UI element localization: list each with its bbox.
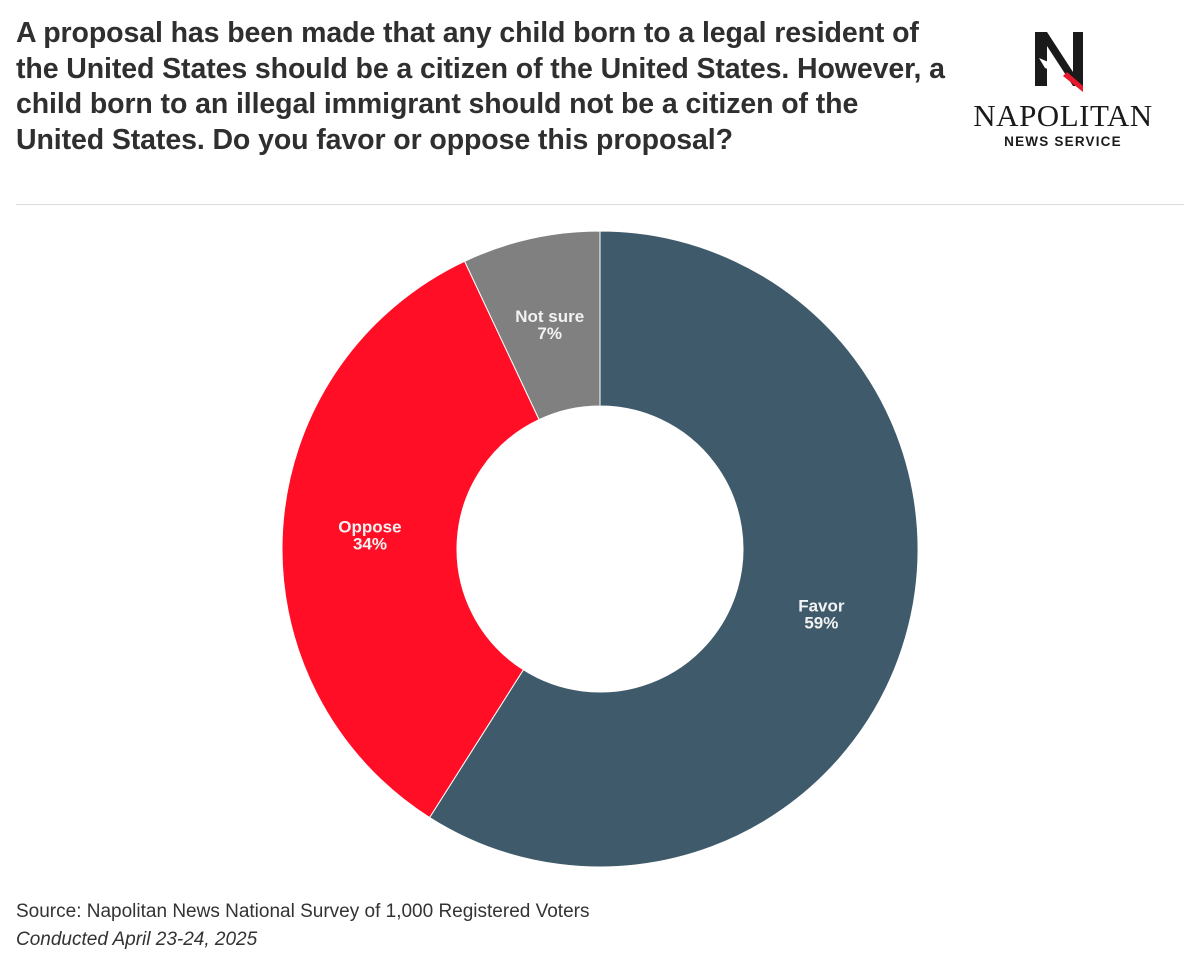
logo-name: NAPOLITAN xyxy=(973,98,1153,133)
survey-date-note: Conducted April 23-24, 2025 xyxy=(16,929,258,950)
slice-label-oppose: Oppose 34% xyxy=(338,518,401,554)
donut-slices xyxy=(281,230,919,868)
slice-label-not-sure: Not sure 7% xyxy=(515,307,584,343)
header-divider xyxy=(16,204,1184,205)
slice-not-sure xyxy=(463,230,601,421)
source-note: Source: Napolitan News National Survey o… xyxy=(16,901,590,922)
slice-favor xyxy=(428,230,919,868)
slice-oppose xyxy=(281,260,540,819)
donut-chart: Favor 59% Oppose 34% Not sure 7% xyxy=(281,230,919,868)
donut-labels: Favor 59% Oppose 34% Not sure 7% xyxy=(338,307,845,632)
napolitan-n-eagle-icon xyxy=(1035,32,1083,92)
logo-subtitle: NEWS SERVICE xyxy=(1004,134,1122,149)
napolitan-logo: NAPOLITAN NEWS SERVICE xyxy=(958,22,1168,157)
chart-question-title: A proposal has been made that any child … xyxy=(16,17,945,156)
slice-label-favor: Favor 59% xyxy=(798,596,845,632)
